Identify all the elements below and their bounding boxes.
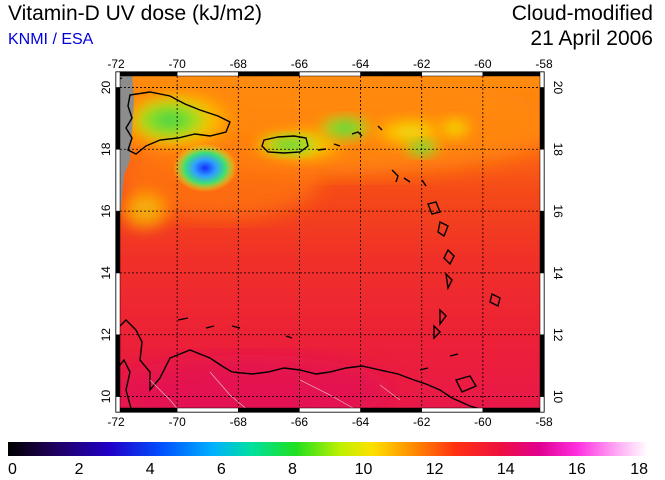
lon-tick-label-top: -64 [352, 57, 370, 71]
colorbar-tick-label: 4 [146, 461, 155, 478]
colorbar-tick-label: 8 [288, 461, 297, 478]
lon-tick-label-bottom: -60 [474, 415, 492, 429]
lat-tick-label-left: 12 [99, 328, 113, 342]
lon-tick-label-top: -62 [413, 57, 431, 71]
lat-tick-label-left: 14 [99, 266, 113, 280]
colorbar-tick-label: 6 [217, 461, 226, 478]
lat-tick-label-left: 16 [99, 204, 113, 218]
product-variant-label: Cloud-modified [511, 2, 653, 25]
lon-tick-label-top: -70 [168, 57, 186, 71]
lon-tick-label-bottom: -70 [168, 415, 186, 429]
date-label: 21 April 2006 [530, 27, 653, 50]
lon-tick-label-top: -66 [291, 57, 309, 71]
lat-tick-label-right: 12 [551, 328, 565, 342]
colorbar [8, 442, 648, 456]
lat-tick-label-left: 10 [99, 390, 113, 404]
lat-tick-label-left: 20 [99, 80, 113, 94]
lon-tick-label-bottom: -72 [107, 415, 125, 429]
lon-tick-label-bottom: -62 [413, 415, 431, 429]
lat-tick-label-left: 18 [99, 142, 113, 156]
lat-tick-label-right: 18 [551, 143, 565, 157]
colorbar-tick-label: 2 [75, 461, 84, 478]
lon-tick-label-top: -72 [107, 57, 125, 71]
colorbar-tick-label: 10 [355, 461, 373, 478]
colorbar-tick-label: 12 [426, 461, 444, 478]
lon-tick-label-bottom: -64 [352, 415, 370, 429]
colorbar-tick-label: 0 [8, 461, 17, 478]
colorbar-tick-label: 18 [630, 461, 648, 478]
low-dose-spot [173, 144, 237, 192]
lat-tick-label-right: 20 [551, 81, 565, 95]
lat-tick-label-right: 10 [551, 390, 565, 404]
colorbar-tick-label: 14 [497, 461, 515, 478]
lat-tick-label-right: 16 [551, 204, 565, 218]
dose-field [116, 72, 544, 412]
frame-scale-bars [115, 71, 545, 413]
lon-tick-label-bottom: -68 [230, 415, 248, 429]
lon-tick-label-top: -60 [474, 57, 492, 71]
lon-tick-label-top: -58 [535, 57, 553, 71]
graticule [116, 72, 544, 412]
colorbar-tick-label: 16 [568, 461, 586, 478]
lon-tick-label-bottom: -58 [535, 415, 553, 429]
lon-tick-label-bottom: -66 [291, 415, 309, 429]
map-title: Vitamin-D UV dose (kJ/m2) [8, 2, 263, 25]
data-source-label: KNMI / ESA [8, 31, 94, 48]
lat-tick-label-right: 14 [551, 266, 565, 280]
lon-tick-label-top: -68 [230, 57, 248, 71]
